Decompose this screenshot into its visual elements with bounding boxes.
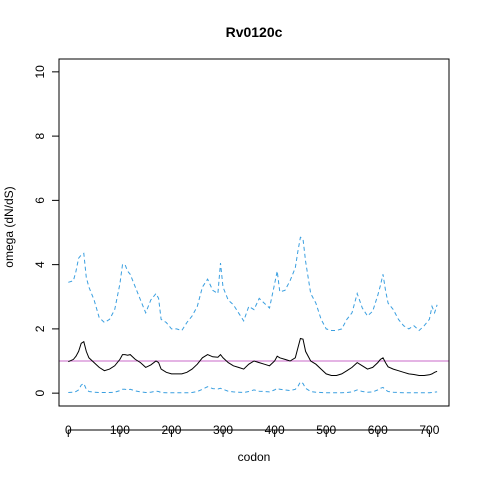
chart-title: Rv0120c xyxy=(226,24,283,40)
x-tick-label: 600 xyxy=(368,423,388,437)
y-tick-label: 6 xyxy=(33,197,47,204)
y-tick-label: 2 xyxy=(33,325,47,332)
x-tick-label: 400 xyxy=(265,423,285,437)
x-tick-label: 200 xyxy=(161,423,181,437)
x-tick-label: 300 xyxy=(213,423,233,437)
plot-area xyxy=(59,236,449,394)
y-tick-label: 8 xyxy=(33,132,47,139)
upper-bound-line xyxy=(68,236,438,332)
x-axis-label: codon xyxy=(238,450,271,464)
y-axis-label: omega (dN/dS) xyxy=(2,186,16,267)
x-tick-label: 0 xyxy=(65,423,72,437)
x-tick-label: 700 xyxy=(419,423,439,437)
lower-bound-line xyxy=(68,381,438,394)
x-tick-label: 500 xyxy=(316,423,336,437)
x-tick-label: 100 xyxy=(110,423,130,437)
y-tick-label: 4 xyxy=(33,261,47,268)
omega-line xyxy=(68,337,438,376)
y-tick-label: 0 xyxy=(33,389,47,396)
y-tick-label: 10 xyxy=(33,65,47,79)
